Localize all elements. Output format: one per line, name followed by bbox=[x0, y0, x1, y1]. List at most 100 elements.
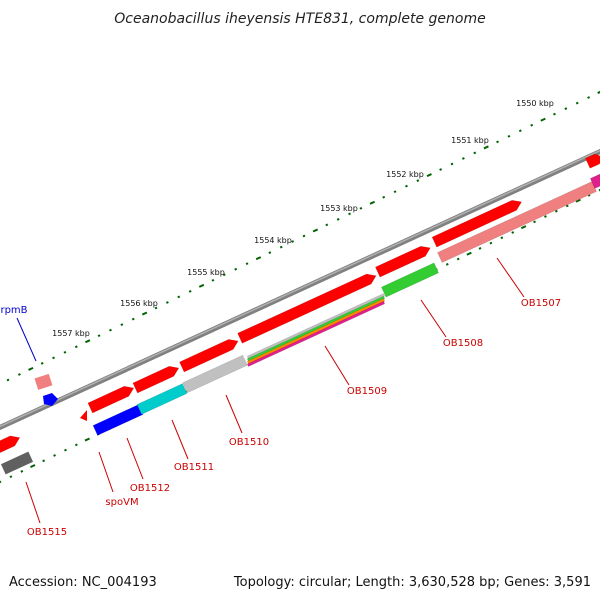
scale-tick-minor bbox=[450, 162, 454, 166]
feature-bar bbox=[589, 173, 600, 189]
gene-label: rpmB bbox=[0, 305, 27, 316]
scale-tick-minor bbox=[74, 345, 78, 349]
scale-tick-major bbox=[85, 339, 91, 344]
feature-bar bbox=[381, 262, 439, 298]
scale-tick-minor bbox=[177, 295, 181, 299]
scale-tick-minor bbox=[222, 273, 226, 277]
gene-arrow-icon bbox=[431, 199, 523, 248]
inner-scale-tick-minor bbox=[554, 209, 558, 213]
scale-tick-minor bbox=[393, 190, 397, 194]
leader-line bbox=[126, 437, 144, 480]
inner-scale-tick-major bbox=[575, 198, 581, 203]
scale-tick-minor bbox=[587, 96, 591, 99]
inner-scale-tick-major bbox=[520, 225, 527, 230]
scale-tick-minor bbox=[461, 157, 465, 160]
scale-label: 1550 kbp bbox=[516, 99, 554, 108]
inner-scale-tick-minor bbox=[42, 459, 46, 463]
scale-label: 1556 kbp bbox=[120, 299, 158, 308]
scale-tick-minor bbox=[279, 245, 283, 249]
map-title: Oceanobacillus iheyensis HTE831, complet… bbox=[114, 11, 485, 27]
gene-track bbox=[0, 153, 600, 454]
scale-tick-minor bbox=[17, 373, 21, 376]
inner-scale-tick-minor bbox=[20, 470, 24, 473]
feature-bar bbox=[92, 404, 144, 436]
scale-tick-minor bbox=[40, 362, 44, 365]
scale-tick-minor bbox=[52, 356, 55, 360]
scale-tick-minor bbox=[336, 218, 340, 221]
gene-label: OB1509 bbox=[347, 386, 387, 397]
inner-scale-tick-minor bbox=[533, 220, 536, 224]
scale-tick-minor bbox=[188, 290, 192, 293]
scale-tick-major bbox=[597, 90, 600, 94]
scale-tick-minor bbox=[211, 278, 215, 282]
scale-tick-minor bbox=[439, 168, 443, 171]
scale-tick-minor bbox=[473, 151, 477, 155]
inner-scale-tick-minor bbox=[478, 247, 482, 250]
feature-stripe bbox=[246, 293, 386, 360]
scale-tick-minor bbox=[518, 129, 522, 133]
scale-tick-major bbox=[198, 283, 205, 288]
inner-scale-tick-minor bbox=[511, 231, 515, 234]
inner-scale-tick-minor bbox=[598, 188, 600, 192]
genome-backbone bbox=[0, 148, 600, 431]
gene-arrow-icon bbox=[0, 435, 21, 454]
inner-scale-tick-minor bbox=[53, 454, 56, 457]
gene-label: OB1510 bbox=[229, 437, 269, 448]
leader-line bbox=[324, 345, 350, 386]
leader-line bbox=[496, 257, 525, 298]
scale-label: 1551 kbp bbox=[451, 136, 489, 145]
leader-line bbox=[420, 299, 447, 338]
scale-ticks bbox=[0, 90, 600, 484]
scale-tick-minor bbox=[109, 328, 112, 332]
scale-tick-major bbox=[141, 311, 148, 316]
feature-bar bbox=[182, 354, 248, 394]
gene-label: OB1515 bbox=[27, 527, 67, 538]
cog-track bbox=[0, 173, 600, 475]
scale-tick-minor bbox=[359, 206, 363, 210]
scale-tick-major bbox=[369, 200, 375, 205]
inner-scale-tick-major bbox=[30, 464, 36, 469]
scale-tick-minor bbox=[245, 262, 249, 266]
scale-tick-major bbox=[28, 366, 34, 371]
scale-tick-minor bbox=[382, 195, 386, 199]
leader-line bbox=[225, 394, 243, 434]
gene-arrow-icon bbox=[179, 339, 239, 373]
label-leader-lines bbox=[16, 257, 525, 524]
inner-scale-tick-minor bbox=[0, 480, 2, 484]
scale-tick-minor bbox=[348, 212, 351, 216]
gene-arrow-icon bbox=[375, 245, 431, 278]
scale-tick-minor bbox=[553, 112, 556, 116]
scale-tick-minor bbox=[291, 240, 295, 243]
gene-label: OB1507 bbox=[521, 298, 561, 309]
scale-tick-minor bbox=[6, 378, 10, 382]
inner-scale-tick-minor bbox=[544, 215, 547, 218]
backbone-line bbox=[0, 148, 600, 431]
feature-stripe bbox=[246, 295, 386, 362]
feature-stripe bbox=[246, 298, 386, 365]
accession-text: Accession: NC_004193 bbox=[9, 575, 157, 590]
scale-tick-minor bbox=[496, 140, 499, 144]
scale-tick-minor bbox=[507, 134, 511, 138]
gene-arrow-icon bbox=[237, 273, 377, 344]
scale-labels: 1550 kbp 1551 kbp 1552 kbp 1553 kbp 1554 kbp… bbox=[52, 99, 554, 338]
scale-tick-minor bbox=[63, 350, 67, 354]
scale-tick-minor bbox=[154, 306, 158, 310]
inner-scale-tick-minor bbox=[445, 262, 449, 266]
inner-scale-tick-minor bbox=[64, 448, 67, 452]
scale-tick-minor bbox=[97, 334, 101, 338]
scale-tick-minor bbox=[325, 223, 329, 227]
scale-tick-minor bbox=[120, 323, 124, 326]
scale-tick-major bbox=[426, 173, 432, 178]
feature-bar bbox=[0, 451, 34, 475]
gene-arrow-icon bbox=[80, 410, 87, 421]
leader-line bbox=[98, 451, 114, 493]
genome-summary-text: Topology: circular; Length: 3,630,528 bp… bbox=[233, 575, 591, 590]
gene-label: OB1508 bbox=[443, 338, 483, 349]
gene-arrow-icon bbox=[585, 153, 600, 169]
scale-tick-minor bbox=[302, 234, 306, 238]
gene-label: OB1512 bbox=[130, 483, 170, 494]
scale-tick-minor bbox=[416, 179, 420, 182]
scale-tick-minor bbox=[575, 101, 579, 105]
inner-scale-tick-minor bbox=[489, 241, 493, 245]
